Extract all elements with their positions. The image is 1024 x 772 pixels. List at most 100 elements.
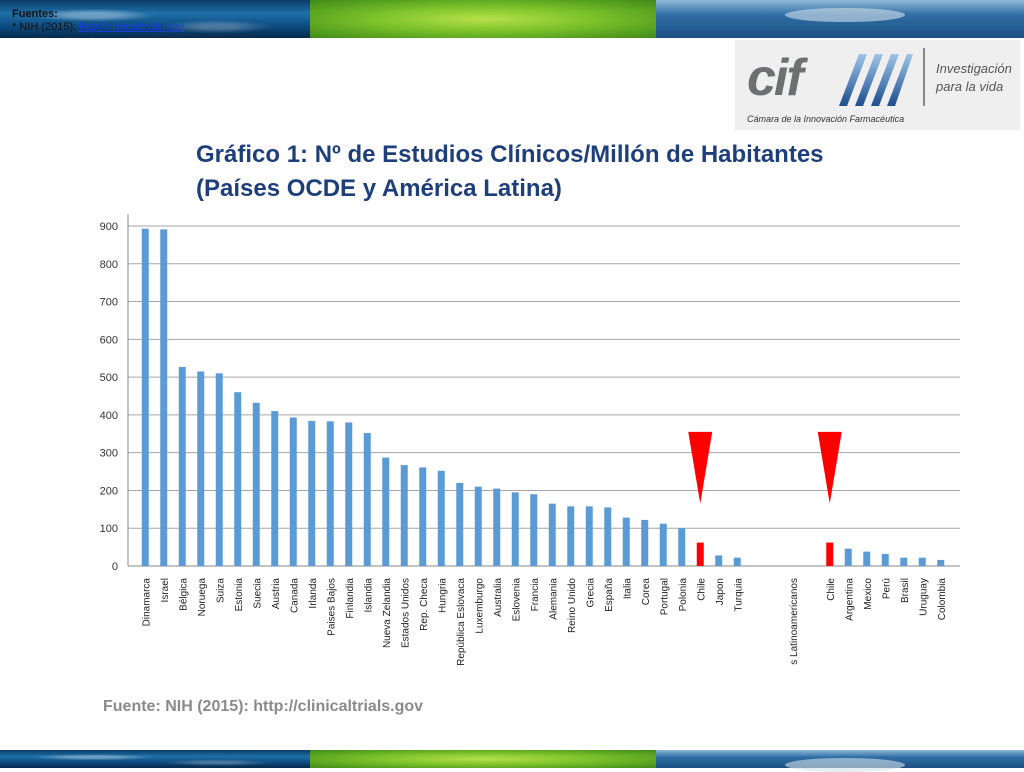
x-tick-label: Grecia <box>585 578 596 608</box>
y-tick-label: 0 <box>112 561 118 573</box>
bar <box>400 465 408 566</box>
bar <box>918 557 926 566</box>
x-tick-label: Suecia <box>252 578 263 609</box>
bar <box>863 551 871 566</box>
x-tick-label: Luxemburgo <box>474 578 485 634</box>
bar <box>474 486 482 566</box>
bottom-banner-ocean-image <box>0 750 310 768</box>
x-tick-label: Dinamarca <box>141 578 152 627</box>
chart-title: Gráfico 1: Nº de Estudios Clínicos/Milló… <box>196 138 896 206</box>
logo-divider <box>923 48 925 106</box>
x-tick-label: Argentina <box>844 578 855 621</box>
sources-entry: * NIH (2015): http://clinicaltrials.gov <box>12 21 184 34</box>
y-tick-label: 100 <box>100 523 118 535</box>
x-tick-label: Chile <box>696 578 707 601</box>
bottom-banner <box>0 750 1024 772</box>
x-tick-label: Polonia <box>678 578 689 612</box>
bar <box>641 519 649 566</box>
logo-brand: cif <box>747 49 804 107</box>
y-tick-label: 800 <box>100 259 118 271</box>
x-tick-label: Italia <box>622 578 633 600</box>
bar <box>437 470 445 566</box>
logo-tagline-line1: Investigación <box>936 61 1012 76</box>
x-tick-label: Portugal <box>659 578 670 615</box>
bar <box>456 482 464 566</box>
footer-source: Fuente: NIH (2015): http://clinicaltrial… <box>103 698 424 715</box>
logo-tagline-line2: para la vida <box>936 79 1004 94</box>
sources-link[interactable]: http://clinicaltrials.gov <box>79 21 184 33</box>
x-tick-label: Islandia <box>363 578 374 613</box>
y-tick-label: 700 <box>100 297 118 309</box>
bar <box>345 422 353 566</box>
bar <box>530 494 538 566</box>
x-tick-label: Perú <box>881 578 892 599</box>
bar <box>419 467 427 566</box>
x-tick-label: Alemania <box>548 578 559 620</box>
x-tick-label: Suiza <box>215 578 226 603</box>
x-tick-label: Corea <box>641 578 652 606</box>
bar <box>881 553 889 566</box>
bar <box>733 557 741 566</box>
x-tick-label: Reino Unido <box>567 578 578 633</box>
banner-leaf-image <box>310 0 656 38</box>
bar <box>289 417 297 566</box>
sources-note: Fuentes: * NIH (2015): http://clinicaltr… <box>12 8 184 34</box>
x-tick-label: Japon <box>715 578 726 605</box>
bar <box>937 559 945 566</box>
y-tick-label: 500 <box>100 372 118 384</box>
bar <box>271 411 279 566</box>
bar <box>900 557 908 566</box>
x-tick-label: Bélgica <box>178 578 189 611</box>
bar <box>215 373 223 566</box>
bar <box>141 228 149 566</box>
bar <box>844 548 852 566</box>
bar <box>382 457 390 566</box>
bar <box>622 517 630 566</box>
banner-sky-image <box>656 0 1024 38</box>
bar <box>363 433 371 566</box>
chile-marker-arrow <box>817 431 842 504</box>
banner-ocean-image <box>0 0 310 38</box>
sources-entry-prefix: NIH (2015): <box>19 21 77 33</box>
cif-logo: cif Investigación para la vida Cámara de… <box>735 40 1020 130</box>
x-tick-label: República Eslovaca <box>456 578 467 666</box>
bar <box>826 542 834 566</box>
bar <box>678 528 686 566</box>
chart-title-line1: Gráfico 1: Nº de Estudios Clínicos/Milló… <box>196 141 824 168</box>
x-tick-label: Chile <box>826 578 837 601</box>
chart-title-line2: (Países OCDE y América Latina) <box>196 175 562 202</box>
logo-stripes-icon <box>839 54 913 106</box>
bar <box>604 507 612 566</box>
bottom-banner-leaf-image <box>310 750 656 768</box>
bar <box>252 402 260 566</box>
bar <box>659 523 667 566</box>
bar <box>511 492 519 566</box>
bottom-banner-sky-image <box>656 750 1024 772</box>
bar <box>160 229 168 566</box>
x-tick-label: Brasil <box>900 578 911 603</box>
x-tick-label: Noruega <box>197 578 208 617</box>
bar <box>234 392 242 566</box>
x-tick-label: Australia <box>493 578 504 617</box>
bar-chart: 0 100 200 300 400 500 600 700 800 900 Dinamarca Isr… <box>100 214 960 666</box>
y-tick-label: 200 <box>100 485 118 497</box>
bar <box>548 503 556 566</box>
top-banner <box>0 0 1024 38</box>
x-tick-label: s Latinoamericanos <box>789 578 800 665</box>
bar <box>308 420 316 566</box>
x-tick-label: Israel <box>160 578 171 602</box>
x-tick-label: España <box>604 578 615 612</box>
x-tick-label: Canada <box>289 578 300 613</box>
x-tick-label: Eslovenia <box>511 578 522 622</box>
y-tick-label: 400 <box>100 410 118 422</box>
x-tick-label: Nueva Zelandia <box>382 578 393 648</box>
x-tick-label: Irlanda <box>308 578 319 609</box>
y-tick-label: 900 <box>100 221 118 233</box>
x-tick-label: Rep. Checa <box>419 578 430 631</box>
sources-heading: Fuentes: <box>12 8 58 20</box>
x-tick-label: Uruguay <box>918 578 929 616</box>
bar <box>696 542 704 566</box>
x-tick-label: Colombia <box>937 578 948 621</box>
bar <box>493 488 501 566</box>
bar <box>178 366 186 566</box>
